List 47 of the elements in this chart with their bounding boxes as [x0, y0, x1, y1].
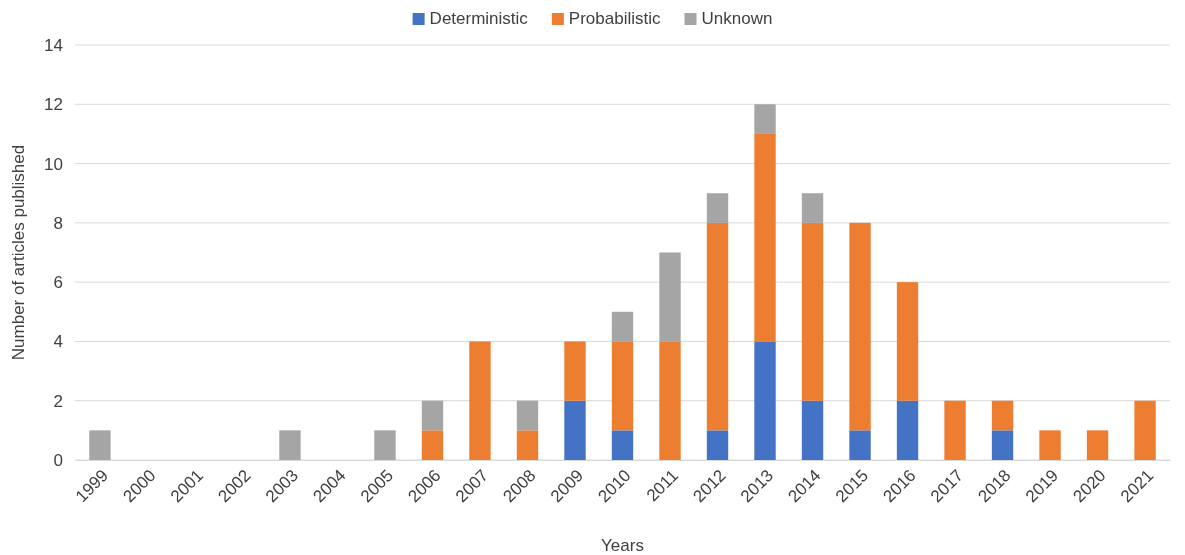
bar	[564, 341, 586, 401]
legend-label: Deterministic	[429, 9, 529, 28]
bar	[421, 400, 444, 431]
bar	[801, 400, 824, 460]
y-tick-label: 2	[53, 391, 63, 411]
bar	[849, 430, 871, 460]
bar	[991, 430, 1014, 460]
bar	[801, 193, 824, 223]
y-tick-label: 14	[44, 35, 63, 55]
bar	[706, 222, 729, 431]
y-tick-label: 8	[53, 213, 63, 233]
bar	[89, 430, 111, 460]
bar	[516, 430, 539, 460]
bar	[421, 430, 444, 460]
bar	[611, 341, 634, 431]
y-tick-label: 4	[53, 332, 63, 352]
y-tick-label: 6	[53, 273, 63, 293]
y-tick-label: 12	[44, 95, 63, 115]
bar	[374, 430, 396, 460]
bar	[611, 311, 634, 342]
y-tick-label: 10	[44, 154, 63, 174]
bar	[754, 104, 776, 134]
bar	[1086, 430, 1109, 460]
bar	[801, 222, 824, 401]
bar	[991, 400, 1014, 431]
bar	[1134, 400, 1156, 460]
bar	[896, 282, 919, 401]
bar	[944, 400, 966, 460]
bar	[516, 400, 539, 431]
bar	[754, 341, 776, 460]
y-tick-label: 0	[53, 450, 63, 470]
bar	[469, 341, 491, 460]
bar	[706, 193, 729, 223]
bar	[896, 400, 919, 460]
bar	[754, 133, 776, 342]
bar	[659, 341, 681, 460]
bar	[849, 222, 871, 431]
x-axis-title: Years	[601, 536, 644, 555]
bar	[659, 252, 681, 342]
bar	[564, 400, 586, 460]
bar	[706, 430, 729, 460]
bar	[1039, 430, 1061, 460]
legend-label: Unknown	[701, 9, 773, 28]
bar	[279, 430, 301, 460]
bar	[611, 430, 634, 460]
y-axis-title: Number of articles published	[9, 144, 28, 361]
legend-label: Probabilistic	[568, 9, 662, 28]
